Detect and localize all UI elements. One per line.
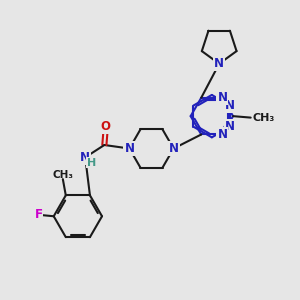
Text: N: N <box>218 128 227 141</box>
Text: O: O <box>101 120 111 133</box>
Text: CH₃: CH₃ <box>252 112 274 123</box>
Text: F: F <box>34 208 42 221</box>
Text: N: N <box>124 142 134 155</box>
Text: N: N <box>218 91 227 104</box>
Text: N: N <box>80 151 90 164</box>
Text: N: N <box>214 57 224 70</box>
Text: CH₃: CH₃ <box>52 170 73 180</box>
Text: H: H <box>87 158 96 168</box>
Text: N: N <box>225 99 235 112</box>
Text: N: N <box>225 120 235 133</box>
Text: N: N <box>169 142 178 155</box>
